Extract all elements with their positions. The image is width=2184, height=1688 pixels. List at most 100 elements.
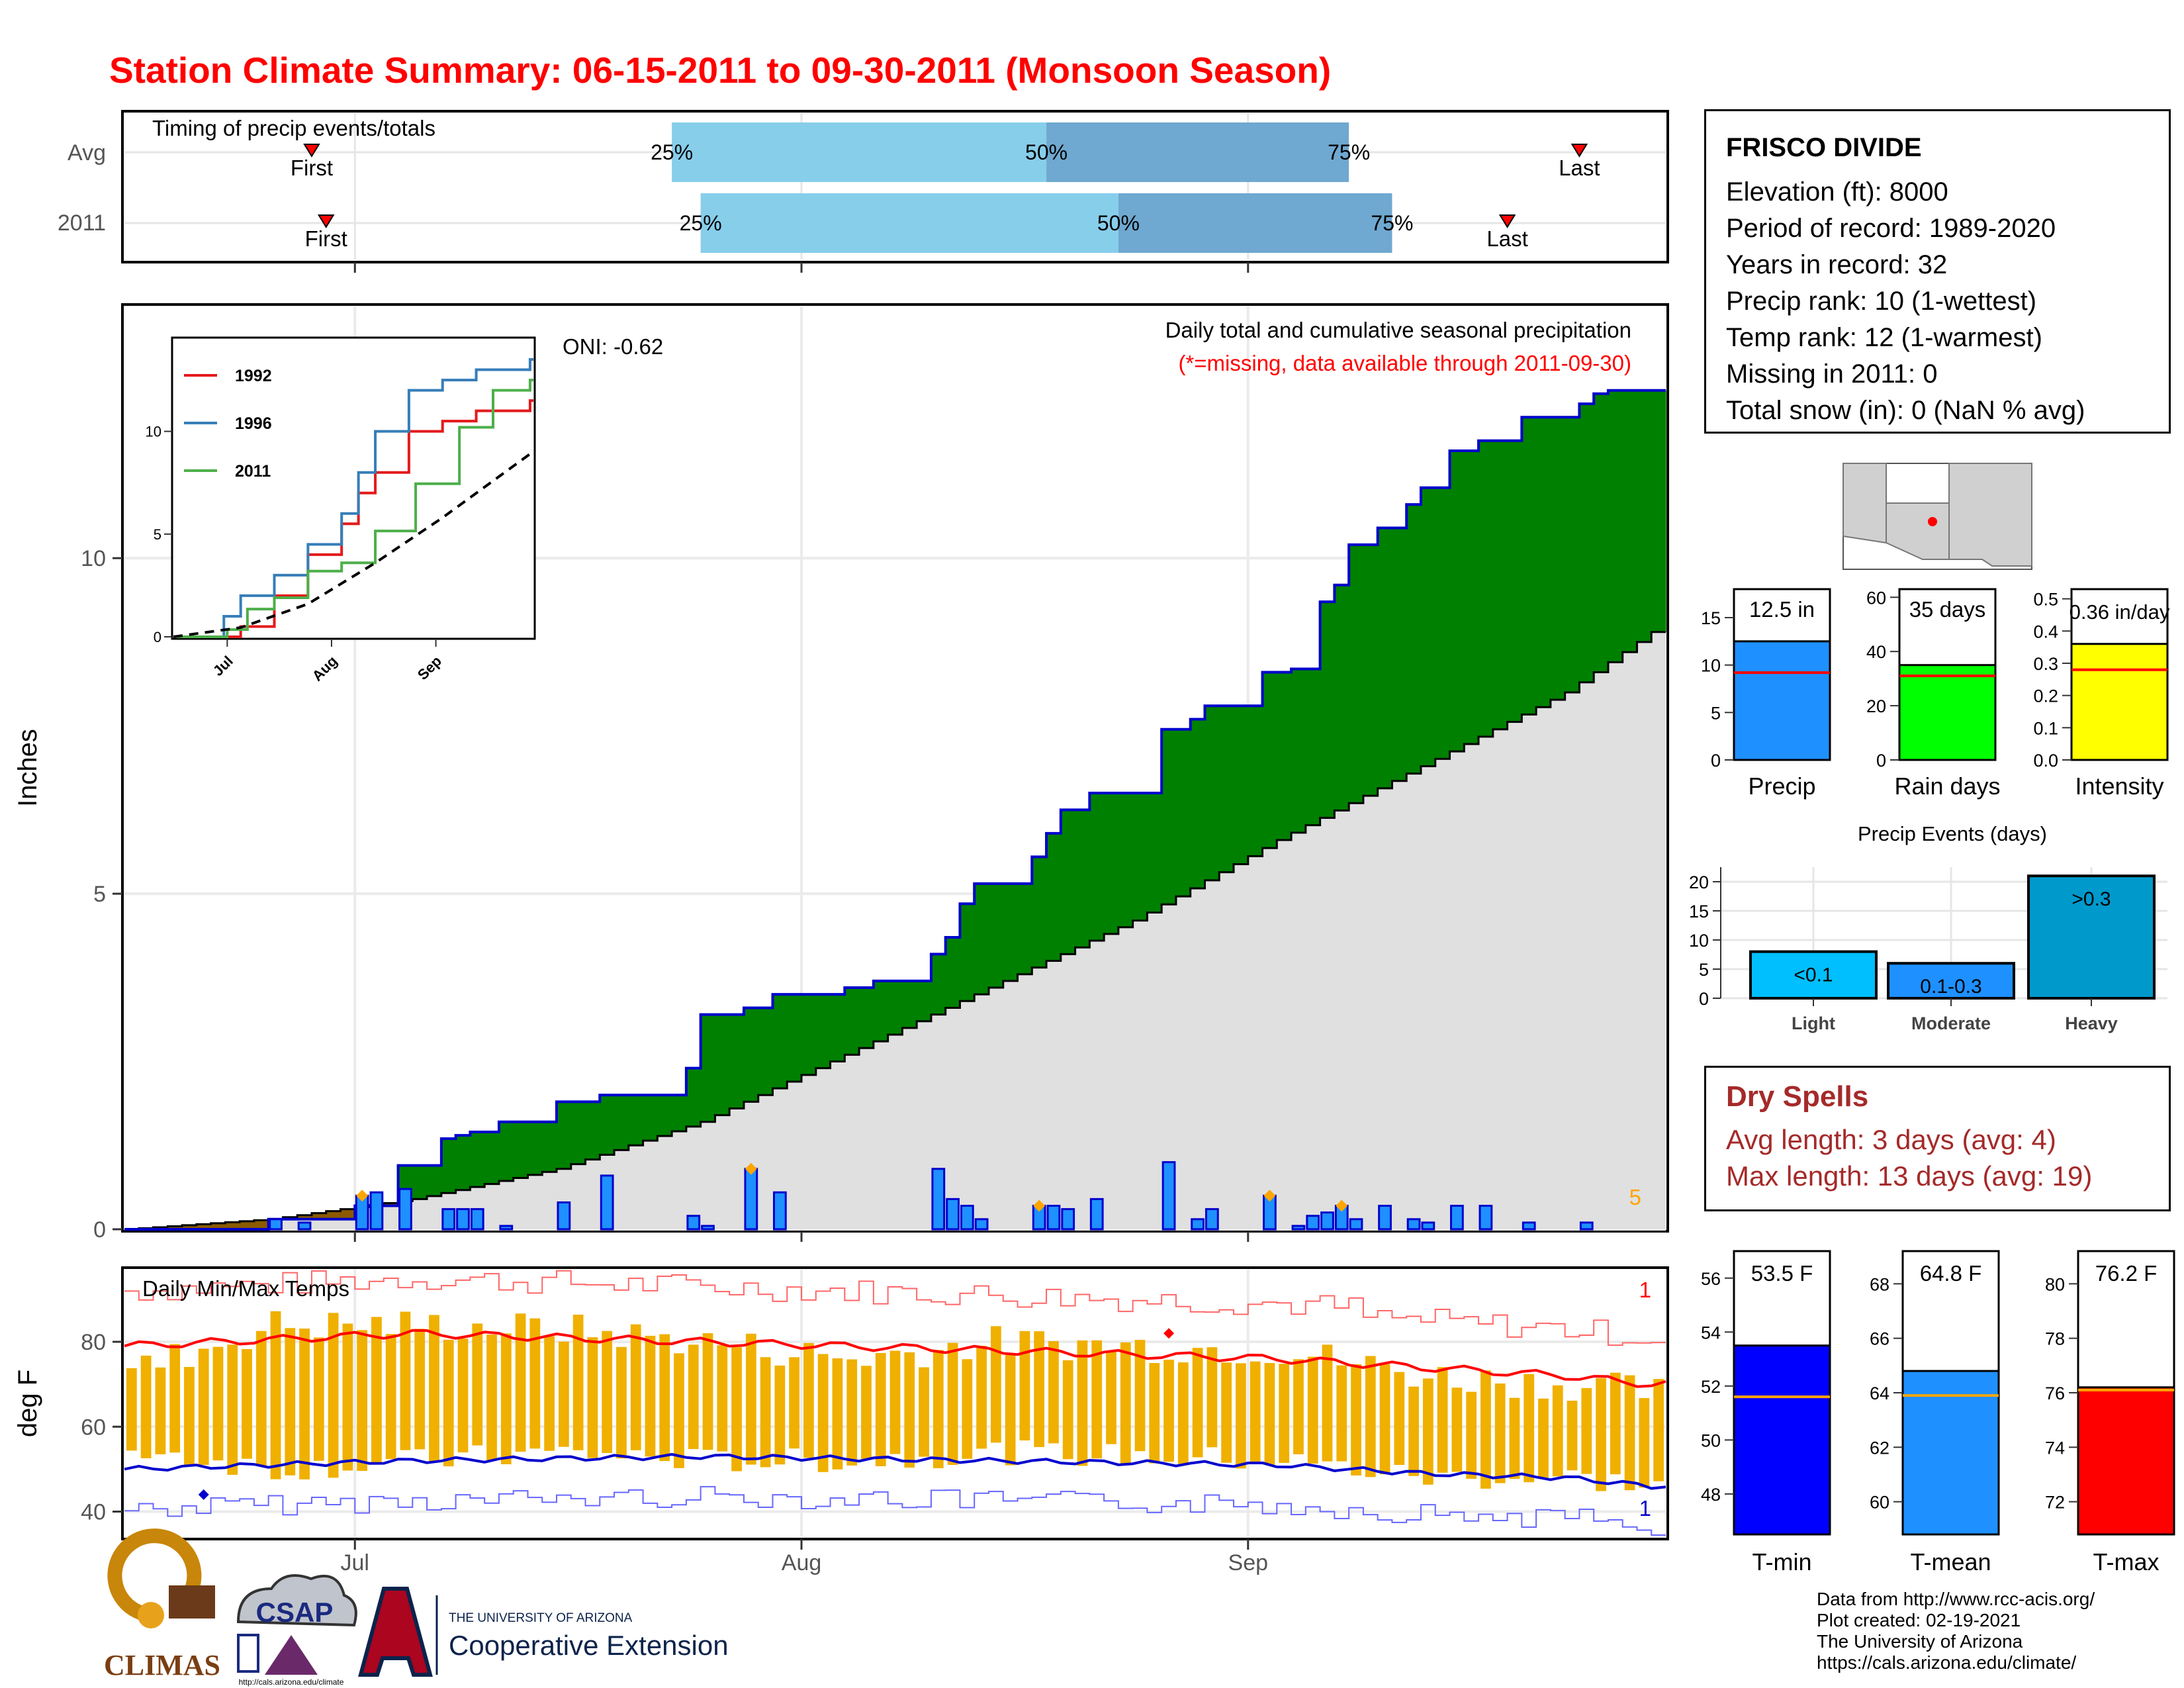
above-average-fill (1219, 706, 1234, 872)
daily-temp-bar (169, 1344, 181, 1453)
daily-precip-bar (1205, 1208, 1219, 1231)
record-high-marker (1163, 1328, 1175, 1339)
daily-temp-bar (486, 1335, 497, 1460)
summary-y-tick-label: 0 (1711, 751, 1721, 771)
daily-temp-bar (1408, 1386, 1419, 1476)
daily-temp-bar (1394, 1372, 1405, 1466)
daily-temp-bar (616, 1346, 627, 1459)
daily-temp-bar (1422, 1378, 1433, 1485)
daily-temp-bar (817, 1354, 829, 1472)
precip-y-tick-label: 10 (81, 546, 106, 571)
events-y-tick-label: 20 (1689, 872, 1709, 892)
last-event-marker (1570, 144, 1588, 158)
above-average-fill (1003, 883, 1019, 981)
summary-value-label: 0.36 in/day (2070, 600, 2170, 624)
above-average-fill (427, 1165, 442, 1196)
daily-temp-bar (1134, 1340, 1146, 1452)
summary-bar (1733, 640, 1831, 761)
summary-y-tick-label: 5 (1711, 703, 1721, 723)
daily-precip-bar (499, 1225, 514, 1231)
above-average-fill (672, 1095, 687, 1131)
daily-precip-bar (960, 1205, 974, 1231)
above-average-fill (1104, 793, 1119, 934)
above-average-fill (455, 1135, 471, 1190)
daily-precip-bar (1161, 1161, 1176, 1231)
daily-temp-bar (1552, 1385, 1563, 1477)
above-average-fill (974, 883, 989, 995)
temp-bar-y-tick-label: 64 (1870, 1383, 1889, 1403)
quartile-50-75-bar (1118, 193, 1392, 253)
daily-temp-bar (731, 1347, 742, 1472)
daily-temp-bar (1120, 1342, 1131, 1466)
events-y-tick-label: 0 (1699, 989, 1709, 1009)
daily-precip-bar (931, 1168, 946, 1231)
daily-temp-bar (1091, 1340, 1103, 1459)
above-average-fill (787, 994, 802, 1082)
daily-temp-bar (1610, 1372, 1621, 1475)
station-years: Years in record: 32 (1726, 250, 1948, 279)
daily-temp-bar (1466, 1391, 1477, 1479)
inset-legend-label: 1996 (235, 414, 272, 433)
summary-y-tick-label: 10 (1701, 656, 1721, 676)
daily-precip-bar (1306, 1215, 1320, 1231)
summary-y-tick-label: 0.1 (2033, 718, 2058, 738)
daily-temp-bar (255, 1331, 267, 1466)
above-average-fill (1234, 706, 1249, 865)
daily-temp-bar (1034, 1331, 1045, 1448)
daily-temp-bar (1048, 1340, 1059, 1444)
station-marker (1928, 517, 1937, 526)
daily-temp-bar (875, 1352, 886, 1466)
daily-temp-bar (1351, 1364, 1361, 1476)
daily-temp-bar (385, 1334, 396, 1460)
temp-bar-value-label: 53.5 F (1751, 1261, 1813, 1286)
below-average-fill (182, 1225, 197, 1229)
daily-temp-bar (529, 1318, 541, 1449)
temp-bar-y-tick-label: 56 (1701, 1269, 1721, 1289)
daily-temp-bar (630, 1324, 641, 1450)
precip-y-axis-label: Inches (13, 729, 42, 807)
daily-temp-bar (1451, 1387, 1463, 1472)
credit-line-3: The University of Arizona (1817, 1631, 2023, 1652)
above-average-fill (859, 988, 874, 1049)
daily-precip-bar (701, 1225, 715, 1231)
daily-temp-bar (1163, 1360, 1174, 1462)
temp-summary-bar (1901, 1370, 2000, 1536)
pct75-label: 75% (1371, 211, 1413, 235)
credits: Data from http://www.rcc-acis.org/ Plot … (1817, 1589, 2095, 1673)
daily-temp-bar (270, 1311, 281, 1479)
daily-temp-bar (1480, 1370, 1491, 1489)
daily-temp-bar (429, 1315, 439, 1462)
pct50-label: 50% (1025, 140, 1068, 164)
above-average-fill (1522, 417, 1537, 715)
summary-bar-label: Intensity (2075, 773, 2163, 800)
below-average-fill (311, 1213, 327, 1219)
daily-temp-bar (889, 1350, 901, 1454)
above-average-fill (513, 1121, 529, 1178)
precip-events-panel: Precip Events (days) 0 5 10 15 20 <0.1 Light 0.… (1689, 822, 2167, 1033)
daily-precip-bar (398, 1188, 412, 1231)
above-average-fill (801, 994, 817, 1075)
daily-temp-bar (717, 1345, 728, 1452)
daily-temp-bar (1524, 1374, 1535, 1483)
timing-panel: 25% 50% 75% First Last 25% 50% 75% First Last Tim… (58, 110, 1669, 273)
pct75-label: 75% (1328, 140, 1370, 164)
above-average-fill (412, 1165, 428, 1199)
csap-url: http://cals.arizona.edu/climate (239, 1677, 344, 1687)
above-average-fill (1550, 417, 1566, 700)
dry-spells-box: Dry Spells Avg length: 3 days (avg: 4) M… (1704, 1066, 2171, 1211)
average-min-line (124, 1452, 1666, 1490)
above-average-fill (917, 980, 932, 1021)
daily-temp-bar (1322, 1344, 1333, 1462)
temp-bar-y-tick-label: 68 (1870, 1274, 1889, 1294)
daily-precip-bar (1349, 1218, 1363, 1231)
above-average-fill (1435, 487, 1451, 759)
quartile-25-50-bar (700, 193, 1118, 253)
daily-precip-bar (1579, 1221, 1594, 1231)
daily-temp-bar (299, 1329, 310, 1479)
temp-bar-y-tick-label: 52 (1701, 1377, 1721, 1397)
above-average-fill (1377, 528, 1393, 788)
temp-x-tick-label: Jul (341, 1550, 369, 1575)
daily-temp-bar (645, 1335, 656, 1457)
daily-precip-bar (1522, 1221, 1536, 1231)
